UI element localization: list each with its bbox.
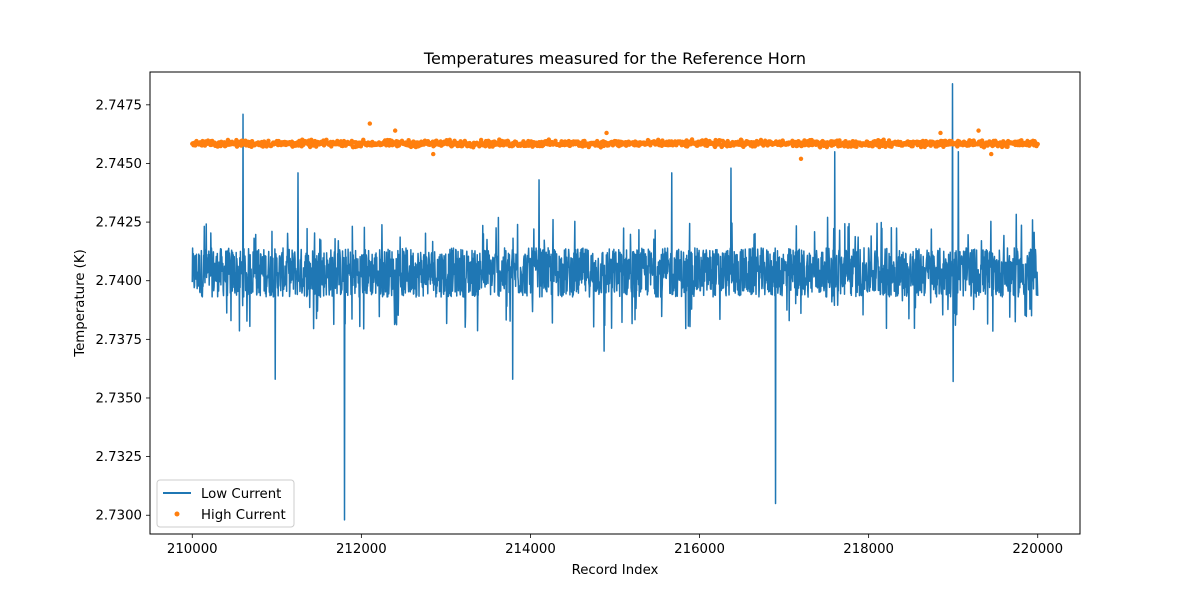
high-current-point (837, 138, 842, 143)
high-current-point (739, 138, 744, 143)
high-current-outlier-point (431, 151, 436, 157)
high-current-outlier-point (392, 128, 398, 133)
x-axis-label: Record Index (572, 563, 659, 578)
legend-label-low-current: Low Current (201, 487, 281, 502)
plot-frame (149, 71, 1081, 535)
y-tick-label: 2.7375 (95, 333, 142, 348)
legend-box (156, 479, 295, 528)
x-tick-label: 212000 (336, 542, 387, 557)
y-axis: 2.7300 2.7325 2.7350 2.7375 2.7400 2.7425 2.74… (95, 98, 150, 524)
y-tick-label: 2.7400 (95, 274, 142, 289)
high-current-outlier-point (938, 130, 943, 136)
x-tick-label: 220000 (1012, 542, 1063, 557)
low-current-series-line (191, 82, 1039, 521)
series-layer (190, 82, 1040, 521)
y-tick-label: 2.7300 (95, 509, 142, 524)
legend-label-high-current: High Current (201, 508, 286, 523)
high-current-outlier-point (798, 156, 804, 161)
high-current-outlier-point (367, 121, 373, 126)
x-axis: 210000 212000 214000 216000 218000 220000 (167, 534, 1063, 557)
y-tick-label: 2.7350 (95, 391, 142, 406)
x-tick-label: 214000 (505, 542, 556, 557)
high-current-outlier-point (989, 151, 994, 157)
y-axis-label: Temperature (K) (73, 249, 88, 358)
high-current-point (1035, 141, 1040, 147)
high-current-outlier-point (976, 128, 981, 133)
y-tick-label: 2.7450 (95, 157, 142, 172)
x-tick-label: 216000 (674, 542, 725, 557)
x-tick-label: 218000 (843, 542, 894, 557)
high-current-point (546, 137, 552, 142)
high-current-point (689, 137, 695, 142)
y-tick-label: 2.7325 (95, 450, 142, 465)
high-current-point (713, 137, 718, 143)
legend: Low Current High Current (156, 479, 295, 528)
y-tick-label: 2.7425 (95, 216, 142, 231)
x-tick-label: 210000 (167, 542, 218, 557)
high-current-series (190, 121, 1040, 161)
y-tick-label: 2.7475 (95, 98, 142, 113)
high-current-point (266, 138, 271, 144)
legend-dot-swatch (174, 511, 180, 517)
high-current-point (979, 138, 985, 143)
high-current-outlier-point (604, 130, 609, 136)
chart-title: Temperatures measured for the Reference … (423, 49, 806, 68)
